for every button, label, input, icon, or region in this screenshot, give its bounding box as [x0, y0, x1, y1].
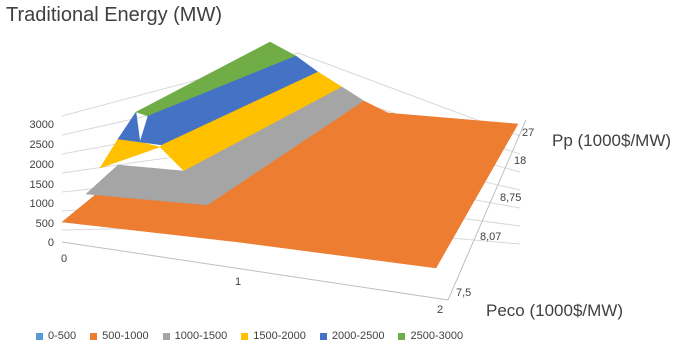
right-tick-label: 7,5: [456, 287, 471, 299]
z-tick-label: 1500: [30, 179, 54, 191]
surface-band-500-1000: [207, 100, 389, 243]
legend-label: 500-1000: [102, 330, 149, 342]
legend-label: 1500-2000: [253, 330, 306, 342]
right-tick-label: 18: [514, 155, 526, 167]
legend-swatch: [319, 332, 327, 340]
depth-tick-label: 2: [437, 304, 443, 316]
legend-swatch: [398, 332, 406, 340]
legend-label: 2000-2500: [331, 330, 385, 342]
depth-tick-label: 0: [61, 253, 67, 265]
legend-label: 1000-1500: [174, 330, 228, 342]
z-tick-label: 1000: [30, 198, 54, 210]
depth-tick-label: 1: [235, 276, 241, 288]
legend-swatch: [90, 332, 98, 340]
right-tick-label: 27: [522, 127, 534, 139]
legend-item: 0-500: [36, 330, 76, 342]
chart-title: Traditional Energy (MW): [6, 4, 222, 26]
surface-band-1500-2000: [159, 71, 343, 172]
legend-label: 2500-3000: [410, 330, 464, 342]
z-tick-label: 0: [48, 237, 54, 249]
z-tick-label: 2000: [30, 159, 54, 171]
legend-swatch: [36, 332, 43, 340]
legend-item: 500-1000: [90, 330, 149, 342]
legend-item: 1500-2000: [241, 330, 306, 342]
legend-item: 2500-3000: [398, 330, 463, 342]
z-tick-label: 3000: [30, 119, 54, 131]
z-tick-label: 500: [36, 218, 54, 230]
x-axis-title: Peco (1000$/MW): [486, 301, 623, 320]
legend-swatch: [241, 332, 249, 340]
surface-band-2000-2500: [117, 111, 141, 143]
right-tick-label: 8,07: [480, 231, 501, 243]
z-tick-label: 2500: [30, 139, 54, 151]
legend-swatch: [162, 332, 170, 340]
legend-label: 0-500: [48, 330, 77, 342]
legend-item: 2000-2500: [319, 330, 385, 342]
gridline: [61, 52, 521, 137]
chart-legend: 0-500 500-1000 1000-1500 1500-2000 2000-2500…: [36, 327, 477, 345]
x-axis-line: [447, 119, 527, 301]
depth-axis-line: [61, 241, 449, 301]
legend-item: 1000-1500: [162, 330, 228, 342]
y-axis-title: Pp (1000$/MW): [552, 131, 671, 150]
right-tick-label: 8,75: [500, 192, 521, 204]
surface-band-2000-2500: [139, 55, 319, 146]
